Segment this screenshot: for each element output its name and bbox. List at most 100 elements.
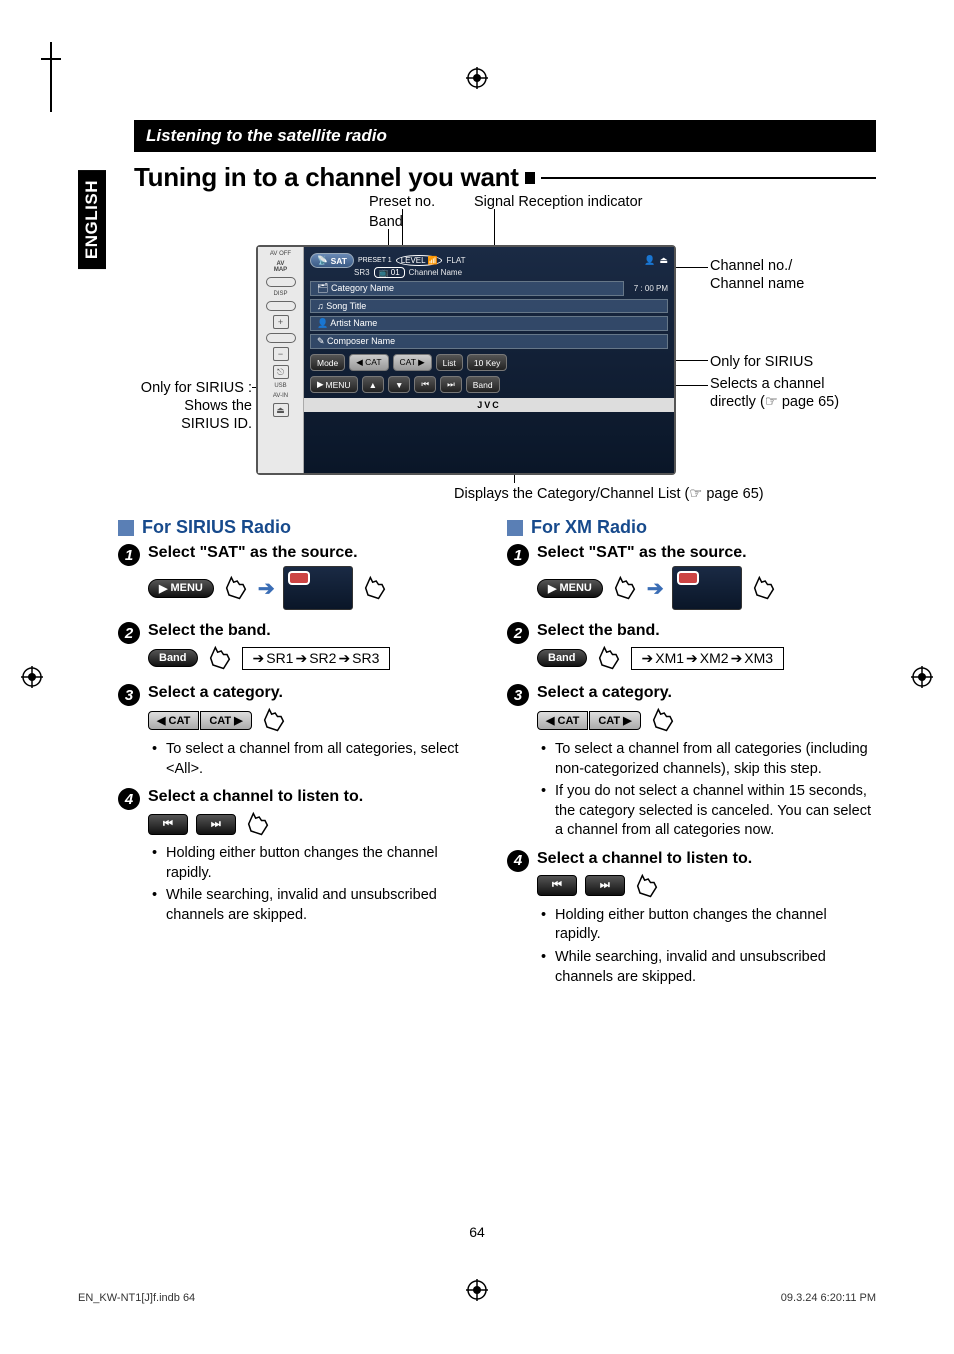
- xm-step-2: 2 Select the band. Band ➔XM1 ➔XM2 ➔XM3: [507, 622, 876, 678]
- tap-hand-icon: [750, 574, 778, 602]
- step-number: 2: [118, 622, 140, 644]
- label-selects-direct: Selects a channel directly (☞ page 65): [710, 375, 860, 411]
- band-cycle: ➔XM1 ➔XM2 ➔XM3: [631, 647, 785, 670]
- panel-usb-label: USB: [274, 383, 286, 389]
- step-title: Select the band.: [148, 622, 487, 640]
- footer-left: EN_KW-NT1[J]f.indb 64: [78, 1292, 195, 1304]
- screen-song-row: ♫ Song Title: [310, 299, 668, 313]
- panel-minus-button: −: [273, 347, 289, 361]
- step-title: Select "SAT" as the source.: [537, 544, 876, 562]
- language-tab: ENGLISH: [78, 170, 106, 269]
- tap-hand-icon: [222, 574, 250, 602]
- bullet-item: To select a channel from all categories,…: [152, 740, 487, 779]
- label-band: Band: [369, 213, 403, 231]
- step-title: Select "SAT" as the source.: [148, 544, 487, 562]
- screen-catnext-button: CAT ▶: [393, 354, 432, 371]
- page-number: 64: [78, 1224, 876, 1240]
- cycle-item: XM2: [700, 650, 729, 666]
- tap-hand-icon: [244, 810, 272, 838]
- step-bullets: Holding either button changes the channe…: [148, 844, 487, 925]
- screen-down-button: ▼: [388, 376, 410, 393]
- screen-menu-text: MENU: [326, 380, 351, 390]
- arrow-right-icon: ➔: [258, 576, 275, 601]
- prev-track-button: ⏮: [148, 814, 188, 835]
- screen-menu-button: ▶ MENU: [310, 376, 358, 393]
- tap-hand-icon: [611, 574, 639, 602]
- screen-artist-row: 👤 Artist Name: [310, 316, 668, 331]
- cat-prev-button: ◀ CAT: [537, 711, 588, 730]
- screen-ch-val: 01: [391, 268, 400, 277]
- panel-oval-button: [266, 277, 296, 287]
- bullet-item: While searching, invalid and unsubscribe…: [541, 948, 876, 987]
- step-bullets: Holding either button changes the channe…: [537, 906, 876, 987]
- step-title: Select the band.: [537, 622, 876, 640]
- cycle-item: SR3: [352, 650, 379, 666]
- screen-category-text: Category Name: [331, 283, 394, 293]
- screen-mode-button: Mode: [310, 354, 345, 371]
- cycle-item: SR2: [309, 650, 336, 666]
- panel-avmap-label: AV MAP: [274, 261, 287, 273]
- screen-catprev-button: ◀ CAT: [349, 354, 388, 371]
- screen-diagram: Preset no. Band Signal Reception indicat…: [134, 193, 876, 513]
- section-title: Listening to the satellite radio: [134, 120, 876, 152]
- steps-columns: For SIRIUS Radio 1 Select "SAT" as the s…: [118, 517, 876, 996]
- cat-button-group: ◀ CAT CAT ▶: [537, 711, 641, 730]
- sirius-step-2: 2 Select the band. Band ➔SR1 ➔SR2 ➔SR3: [118, 622, 487, 678]
- screen-band-val: SR3: [354, 268, 370, 277]
- step-number: 1: [507, 544, 529, 566]
- next-track-button: ⏭: [196, 814, 236, 835]
- panel-usb-icon: ⎋: [273, 365, 289, 379]
- label-channel-no: Channel no./ Channel name: [710, 257, 804, 293]
- step-title: Select a category.: [148, 684, 487, 702]
- screen-ch-oval: 📺 01: [374, 267, 405, 278]
- label-displays-list: Displays the Category/Channel List (☞ pa…: [454, 485, 764, 503]
- tap-hand-icon: [260, 706, 288, 734]
- heading-square-icon: [118, 520, 134, 536]
- cat-prev-button: ◀ CAT: [148, 711, 199, 730]
- bullet-item: While searching, invalid and unsubscribe…: [152, 886, 487, 925]
- tap-hand-icon: [361, 574, 389, 602]
- screen-person-icon: 👤: [644, 255, 655, 266]
- screen-sat-text: SAT: [331, 256, 347, 266]
- menu-pill: ▶ MENU: [537, 579, 603, 598]
- step-bullets: To select a channel from all categories,…: [148, 740, 487, 779]
- cycle-item: XM3: [744, 650, 773, 666]
- bullet-item: To select a channel from all categories …: [541, 740, 876, 779]
- tap-hand-icon: [595, 644, 623, 672]
- tap-hand-icon: [633, 872, 661, 900]
- step-number: 4: [507, 850, 529, 872]
- step-number: 4: [118, 788, 140, 810]
- sirius-heading: For SIRIUS Radio: [118, 517, 487, 538]
- screen-flat: FLAT: [446, 256, 465, 265]
- step-title: Select a category.: [537, 684, 876, 702]
- step-number: 2: [507, 622, 529, 644]
- screen-composer-row: ✎ Composer Name: [310, 334, 668, 349]
- screen-channel-name: Channel Name: [409, 268, 462, 277]
- prev-track-button: ⏮: [537, 875, 577, 896]
- callout-line: [674, 267, 708, 268]
- label-signal: Signal Reception indicator: [474, 193, 642, 211]
- tap-hand-icon: [206, 644, 234, 672]
- mini-screen-icon: [283, 566, 353, 610]
- cat-next-button: CAT ▶: [589, 711, 640, 730]
- sirius-step-3: 3 Select a category. ◀ CAT CAT ▶ To sele…: [118, 684, 487, 782]
- panel-eject-icon: ⏏: [273, 403, 289, 417]
- bullet-item: If you do not select a channel within 15…: [541, 782, 876, 841]
- screen-category-row: 🗂 Category Name: [310, 281, 624, 296]
- screen-sat-pill: 📡 SAT: [310, 253, 354, 268]
- screen-level-oval: LEVEL 📶: [396, 255, 443, 266]
- step-title: Select a channel to listen to.: [148, 788, 487, 806]
- tap-hand-icon: [649, 706, 677, 734]
- screen-level-text: LEVEL: [401, 256, 426, 265]
- xm-step-3: 3 Select a category. ◀ CAT CAT ▶ To sele…: [507, 684, 876, 844]
- heading-square-icon: [507, 520, 523, 536]
- screen-artist-text: Artist Name: [330, 318, 377, 328]
- band-pill: Band: [537, 649, 587, 667]
- arrow-right-icon: ➔: [647, 576, 664, 601]
- band-pill: Band: [148, 649, 198, 667]
- cat-next-button: CAT ▶: [200, 711, 251, 730]
- screen-song-text: Song Title: [326, 301, 366, 311]
- cycle-item: XM1: [655, 650, 684, 666]
- xm-step-1: 1 Select "SAT" as the source. ▶ MENU ➔: [507, 544, 876, 616]
- step-number: 3: [507, 684, 529, 706]
